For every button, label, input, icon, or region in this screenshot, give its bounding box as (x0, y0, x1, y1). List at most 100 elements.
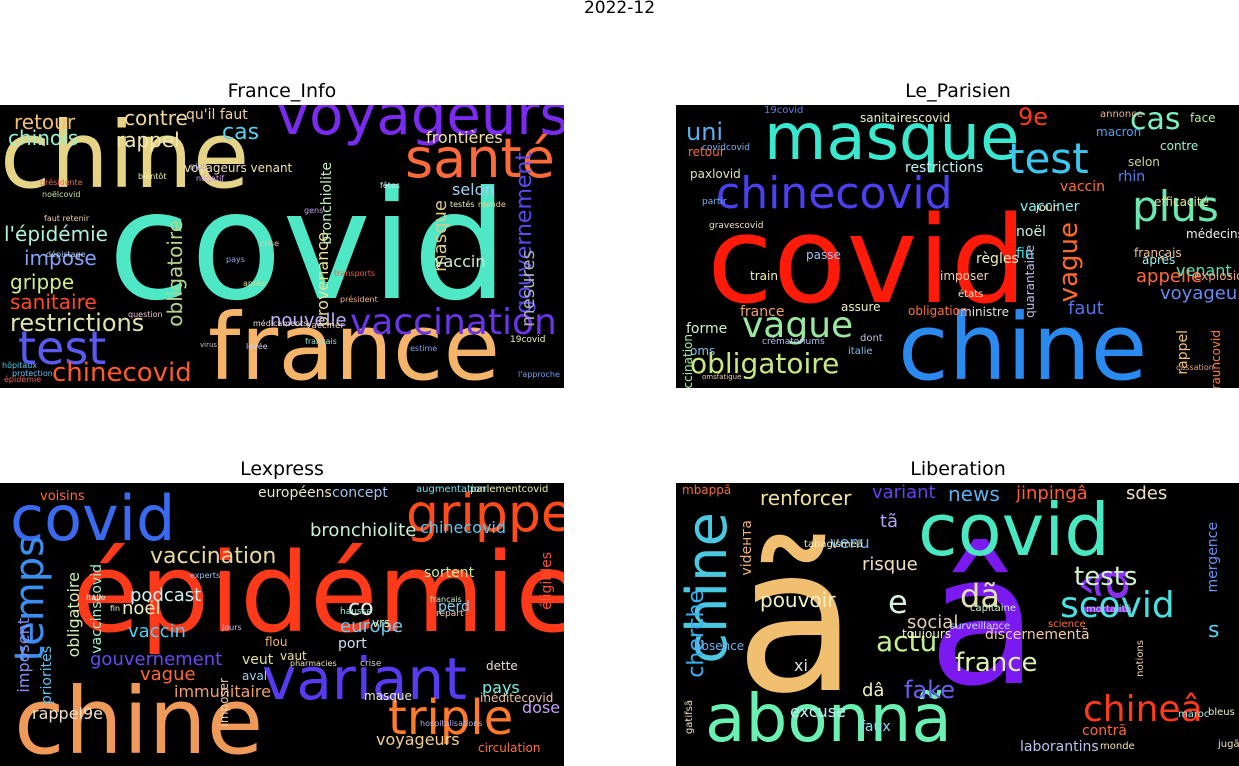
word-3-43: surveillance (950, 621, 1011, 632)
word-3-37: absence (694, 639, 745, 653)
word-2-41: masque (364, 689, 412, 703)
word-2-18: voyageurs (376, 730, 460, 749)
word-0-54: faut retenir (44, 214, 90, 223)
word-0-19: rappel (116, 128, 180, 152)
word-0-40: pays (226, 255, 245, 264)
word-0-17: chinois (8, 126, 79, 150)
word-3-34: faux (860, 719, 891, 735)
word-3-30: discernementã (985, 627, 1090, 643)
word-1-30: selon (1128, 155, 1160, 169)
word-1-5: plus (1132, 182, 1219, 231)
word-2-28: parlementcovid (470, 484, 549, 495)
word-3-7: chineâ (1083, 689, 1203, 730)
word-3-44: science (1048, 619, 1086, 630)
word-0-10: obligatoire (163, 220, 187, 327)
word-3-12: dã (960, 577, 1000, 615)
word-2-24: vaccinscovid (89, 564, 105, 654)
word-2-40: circulation (478, 741, 541, 755)
word-2-34: co (348, 596, 374, 621)
word-3-14: fake (904, 676, 955, 704)
word-2-47: repart (436, 609, 464, 619)
panel-title-le-parisien: Le_Parisien (905, 80, 1011, 102)
word-3-15: renforcer (760, 486, 852, 510)
word-3-31: vidента (739, 520, 755, 576)
word-1-46: crématoriums (762, 337, 825, 347)
word-3-20: tã (880, 511, 899, 532)
word-2-11: vaccin (128, 621, 186, 642)
word-0-15: grippe (10, 270, 75, 294)
word-1-10: 9e (1018, 105, 1049, 131)
word-3-42: capitaine (970, 603, 1017, 614)
word-3-38: gatifsã (684, 700, 695, 735)
word-2-14: europe (340, 616, 403, 637)
word-0-27: qu'il faut (186, 107, 248, 123)
word-0-14: l'épidémie (4, 222, 108, 246)
word-1-0: covid (707, 192, 1027, 331)
word-3-47: jugã (1218, 739, 1239, 750)
word-2-23: rappel9e (32, 704, 104, 723)
word-3-3: abonnã (705, 680, 952, 757)
word-3-13: france (955, 648, 1038, 678)
word-0-18: retour (14, 110, 76, 134)
word-3-1: â (928, 517, 1039, 726)
word-0-11: sanitaire (10, 290, 97, 314)
word-0-35: 19covid (510, 335, 546, 345)
word-1-58: covidcovid (702, 143, 750, 153)
word-1-20: france (740, 304, 785, 320)
word-2-52: français (430, 595, 462, 604)
word-2-10: gouvernement (90, 649, 223, 670)
word-1-31: médecins (1186, 227, 1239, 241)
word-0-21: cas (222, 120, 260, 145)
word-2-0: covid (10, 483, 176, 555)
word-2-4: grippe (406, 484, 564, 544)
word-1-15: venant (1176, 261, 1232, 280)
word-0-16: impose (24, 246, 97, 270)
word-2-48: crise (360, 659, 382, 669)
word-1-33: après (1142, 253, 1176, 267)
word-3-46: mortalitã (1086, 604, 1132, 615)
word-1-7: obligatoire (690, 347, 840, 380)
word-1-4: test (1008, 134, 1089, 183)
word-cloud-le-parisien: covid chine masque chinecovid test plus vague o… (676, 105, 1239, 388)
word-2-21: obligatoire (64, 572, 83, 658)
word-3-39: maroc (1178, 709, 1210, 720)
word-1-3: chinecovid (716, 168, 953, 219)
word-2-46: hausse (340, 607, 372, 617)
word-0-46: gens (304, 206, 324, 215)
word-2-20: pays (482, 678, 520, 697)
word-1-38: obligation (908, 304, 968, 318)
word-2-29: voisins (40, 489, 85, 504)
word-1-53: états (958, 289, 984, 300)
word-1-50: 19covid (764, 105, 804, 116)
word-1-44: annonce (1100, 109, 1143, 120)
word-0-41: après (243, 279, 266, 288)
word-cloud-lexpress: covid chine épidémie variant grippe triple tem… (0, 483, 564, 766)
word-1-39: assure (841, 300, 881, 314)
word-2-37: aval (242, 669, 268, 683)
word-1-11: vague (1054, 222, 1084, 303)
word-1-59: omsfatigue (702, 373, 742, 381)
word-0-39: virus (200, 341, 218, 349)
word-0-28: voyageurs venant (184, 161, 293, 175)
word-3-27: excuse (790, 702, 846, 721)
word-1-32: français (1134, 246, 1182, 260)
word-2-30: perd (438, 599, 470, 615)
word-2-8: bronchiolite (310, 520, 417, 541)
word-3-24: social (907, 612, 959, 633)
word-2-12: noël (122, 598, 161, 619)
panel-title-liberation: Liberation (910, 458, 1006, 480)
word-1-42: sanitairescovid (860, 111, 951, 125)
word-1-17: forme (686, 321, 728, 337)
word-3-2: covid (918, 488, 1110, 572)
word-3-45: tabagismeã (804, 539, 863, 550)
word-2-9: chinecovid (420, 518, 507, 537)
word-2-44: imposer (217, 678, 231, 727)
word-2-13: podcast (130, 585, 202, 606)
word-3-33: laborantins (1020, 739, 1099, 755)
word-3-48: monde (1100, 741, 1135, 752)
word-cloud-france-info: covid chine france voyageurs santé test vaccin… (0, 105, 564, 388)
word-3-23: pouvoir (760, 588, 836, 612)
word-1-26: restrictions (905, 160, 984, 176)
word-1-12: faut (1068, 298, 1104, 319)
word-1-54: dont (860, 333, 883, 344)
